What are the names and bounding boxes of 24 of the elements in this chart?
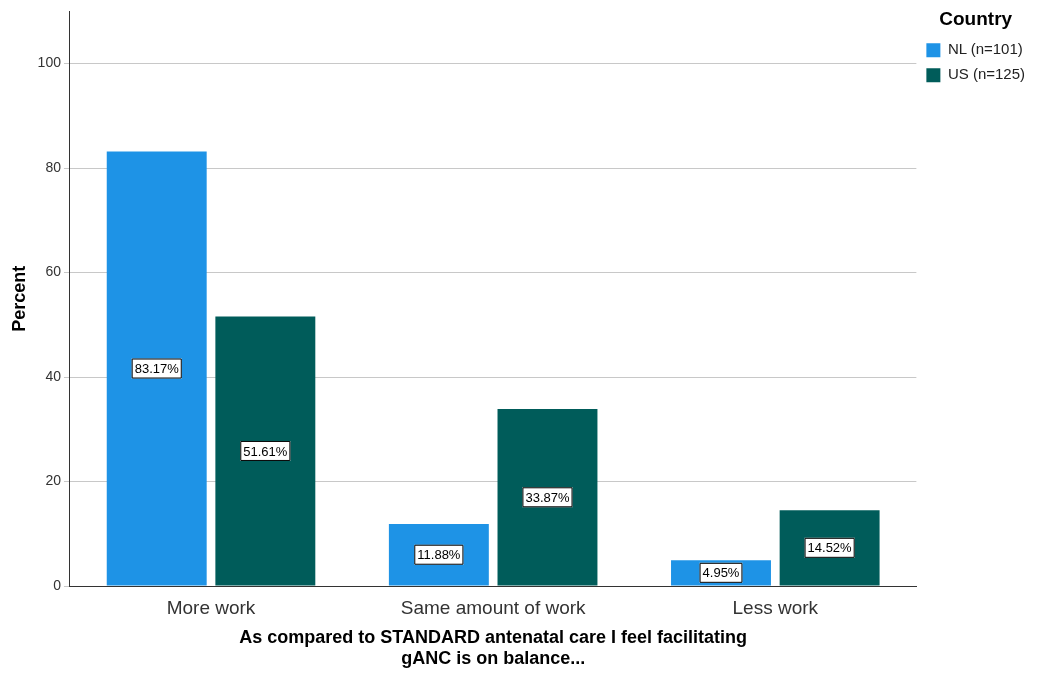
bar [106,151,207,586]
y-tick-label: 100 [37,54,62,71]
data-label: 83.17% [134,361,180,377]
y-tick-label: 80 [45,158,62,175]
y-tick-label: 20 [45,472,62,489]
data-label: 51.61% [243,443,288,459]
x-tick-label: Same amount of work [400,596,587,618]
legend-title: Country [939,7,1013,29]
x-tick-label: Less work [732,596,819,618]
bar [215,316,316,586]
data-label: 33.87% [525,489,570,505]
data-label: 14.52% [807,540,853,556]
data-label: 4.95% [702,565,740,581]
bar [779,510,880,586]
x-axis-title: As compared to STANDARD antenatal care I feel facilitating gANC is on balance... [239,626,748,669]
legend-label: NL (n=101) [947,40,1023,58]
bar [497,409,598,586]
data-label: 11.88% [417,547,461,563]
x-tick-label: More work [166,596,256,618]
y-tick-label: 0 [53,576,62,593]
y-axis-title: Percent [8,265,29,332]
y-tick-label: 40 [45,367,62,384]
y-tick-label: 60 [45,263,62,280]
legend-label: US (n=125) [947,65,1025,83]
